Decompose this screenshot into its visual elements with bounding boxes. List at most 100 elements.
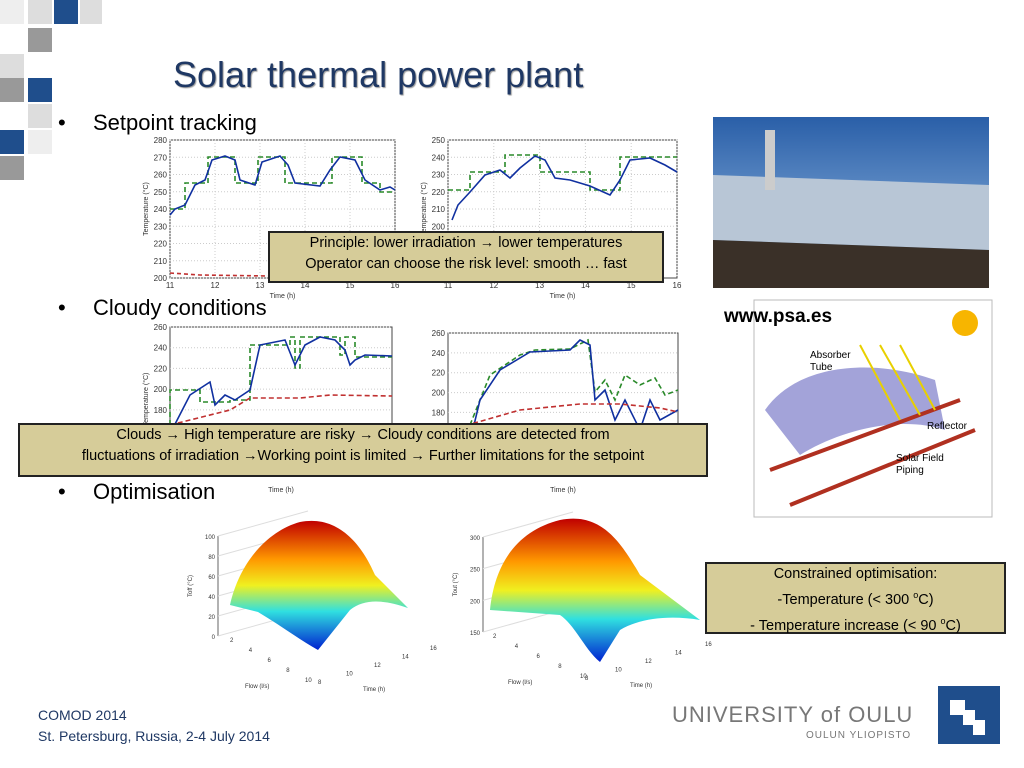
y-tick-label: 240 <box>432 349 446 358</box>
bullet: • <box>58 110 66 135</box>
y-tick-label: 10 <box>615 668 622 674</box>
callout-heading: Constrained optimisation: <box>773 566 938 582</box>
optimisation-callout: Constrained optimisation: -Temperature (… <box>705 562 1006 634</box>
x-tick-label: 6 <box>268 658 272 664</box>
callout-line: Operator can choose the risk level: smoo… <box>305 256 627 272</box>
corner-squares <box>0 0 102 180</box>
z-axis-label: Tout (°C) <box>453 573 459 597</box>
bullet-text: Optimisation <box>93 479 216 504</box>
y-tick-label: 12 <box>645 659 652 665</box>
text: C) <box>945 617 961 634</box>
callout-line: Principle: lower irradiation → lower tem… <box>309 235 623 251</box>
z-tick-label: 200 <box>470 599 481 605</box>
z-tick-label: 250 <box>470 568 481 574</box>
y-tick-label: 180 <box>432 408 446 417</box>
z-tick-label: 100 <box>205 535 216 541</box>
x-axis-label: Flow (l/s) <box>508 680 532 686</box>
diagram-label: Absorber <box>810 350 851 361</box>
x-axis-label: Time (h) <box>270 293 296 300</box>
y-tick-label: 270 <box>154 153 168 162</box>
slide-title: Solar thermal power plant <box>173 54 584 95</box>
y-tick-label: 12 <box>374 663 381 669</box>
x-tick-label: 2 <box>493 634 497 640</box>
principle-callout: Principle: lower irradiation → lower tem… <box>268 231 664 283</box>
z-tick-label: 300 <box>470 536 481 542</box>
y-tick-label: 240 <box>432 153 446 162</box>
university-name: UNIVERSITY of OULU <box>672 702 914 727</box>
y-tick-label: 250 <box>154 188 168 197</box>
y-axis-label: Temperature (°C) <box>420 182 428 236</box>
callout-line: -Temperature (< 300 oC) <box>707 585 1004 611</box>
y-axis-label: Temperature (°C) <box>142 373 150 427</box>
setpoint-curve <box>170 156 395 210</box>
y-tick-label: 16 <box>705 642 712 648</box>
temperature-curve <box>451 155 678 221</box>
bullet-text: Setpoint tracking <box>93 110 257 135</box>
y-tick-label: 230 <box>154 222 168 231</box>
z-tick-label: 20 <box>208 615 215 621</box>
text: - Temperature increase (< 90 <box>750 617 941 634</box>
y-axis-label: Time (h) <box>630 683 652 689</box>
y-tick-label: 260 <box>432 329 446 338</box>
callout-line: Clouds → High temperature are risky → Cl… <box>116 427 610 443</box>
y-tick-label: 200 <box>154 385 168 394</box>
z-tick-label: 40 <box>208 595 215 601</box>
y-tick-label: 200 <box>154 274 168 283</box>
y-tick-label: 230 <box>432 171 446 180</box>
x-tick-label: 2 <box>230 638 234 644</box>
surfaces <box>230 518 700 662</box>
z-axis-label: Toff (°C) <box>188 575 194 597</box>
grid-line <box>217 510 309 537</box>
y-tick-label: 210 <box>432 205 446 214</box>
x-tick-label: 15 <box>346 281 355 290</box>
z-tick-label: 80 <box>208 555 215 561</box>
bullet-text: Cloudy conditions <box>93 295 267 320</box>
bullet: • <box>58 295 66 320</box>
x-tick-label: 10 <box>580 674 587 680</box>
x-tick-label: 8 <box>286 668 290 674</box>
z-tick-label: 150 <box>470 631 481 637</box>
source-url: www.psa.es <box>724 306 833 327</box>
footer-text: St. Petersburg, Russia, 2-4 July 2014 <box>38 728 270 744</box>
x-tick-label: 11 <box>166 281 175 290</box>
diagram-label: Solar Field <box>896 453 944 464</box>
y-tick-label: 8 <box>318 680 322 686</box>
superscript: o <box>940 615 946 626</box>
x-axis-label: Time (h) <box>550 293 576 300</box>
y-tick-label: 10 <box>346 672 353 678</box>
x-axis-label: Flow (l/s) <box>245 684 269 690</box>
x-tick-label: 12 <box>489 281 498 290</box>
text: C) <box>918 591 934 608</box>
z-tick-label: 60 <box>208 575 215 581</box>
y-tick-label: 14 <box>675 651 682 657</box>
y-tick-label: 180 <box>154 406 168 415</box>
x-tick-label: 11 <box>444 281 453 290</box>
y-tick-label: 8 <box>585 676 589 682</box>
surface <box>490 518 700 662</box>
y-tick-label: 240 <box>154 205 168 214</box>
y-tick-label: 220 <box>432 188 446 197</box>
y-tick-label: 200 <box>432 222 446 231</box>
x-tick-label: 6 <box>537 654 541 660</box>
x-tick-label: 10 <box>305 678 312 684</box>
y-tick-label: 260 <box>154 323 168 332</box>
irradiation-curve <box>449 403 679 431</box>
university-logo <box>938 686 1000 744</box>
diagram-label: Reflector <box>927 421 968 432</box>
y-tick-label: 250 <box>432 136 446 145</box>
trough-diagram <box>753 299 993 518</box>
x-tick-label: 13 <box>256 281 265 290</box>
x-tick-label: 14 <box>301 281 310 290</box>
y-tick-label: 280 <box>154 136 168 145</box>
x-axis-label: Time (h) <box>550 487 576 494</box>
z-tick-label: 0 <box>212 635 216 641</box>
setpoint-curve <box>169 336 392 425</box>
y-tick-label: 200 <box>432 389 446 398</box>
x-axis-label: Time (h) <box>268 487 294 494</box>
temperature-curve <box>171 336 393 431</box>
diagram-label: Tube <box>810 362 833 373</box>
x-tick-label: 4 <box>249 648 253 654</box>
x-tick-label: 15 <box>627 281 636 290</box>
temperature-curve <box>467 339 679 451</box>
grid-line <box>482 511 574 538</box>
